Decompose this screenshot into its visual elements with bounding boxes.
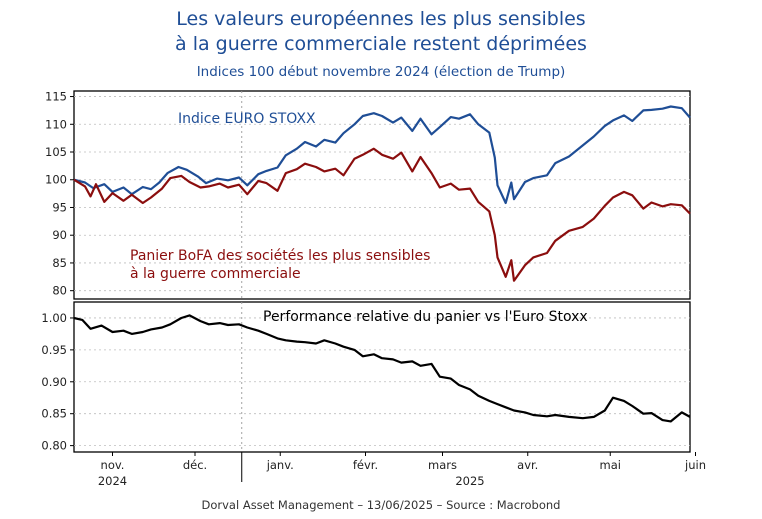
y-tick-label: 85 (52, 256, 67, 270)
y-tick-label: 90 (52, 228, 67, 242)
x-tick-label: janv. (266, 458, 294, 472)
bottom-panel: 0.80 0.85 0.90 0.95 1.00 Performance relative… (41, 301, 691, 453)
y-tick-label: 80 (52, 284, 67, 298)
x-axis: nov. déc. janv. févr. mars avr. mai juin 2024 202… (98, 452, 706, 488)
y-tick-label: 1.00 (41, 311, 67, 325)
x-tick-label: nov. (101, 458, 125, 472)
year-label: 2025 (455, 474, 484, 488)
y-tick-label: 115 (45, 90, 67, 104)
y-tick-label: 105 (45, 145, 67, 159)
source-footer: Dorval Asset Management – 13/06/2025 – S… (201, 498, 561, 512)
chart-title-line1: Les valeurs européennes les plus sensibl… (176, 8, 586, 30)
y-tick-label: 110 (45, 117, 67, 131)
y-tick-label: 100 (45, 173, 67, 187)
panel-frame (73, 301, 691, 453)
series-annotation: Indice EURO STOXX (178, 111, 316, 127)
x-tick-label: mai (600, 458, 621, 472)
series-line-euro-stoxx (73, 105, 691, 205)
year-label: 2024 (98, 474, 127, 488)
series-annotation: Performance relative du panier vs l'Euro… (263, 309, 588, 325)
x-tick-label: mars (428, 458, 457, 472)
y-tick-label: 0.95 (41, 343, 67, 357)
top-panel: 80 85 90 95 100 105 110 115 Indice EURO STOXX Pan… (45, 90, 691, 300)
series-annotation: Panier BoFA des sociétés les plus sensib… (130, 248, 430, 264)
y-tick-label: 0.85 (41, 407, 67, 421)
chart-subtitle: Indices 100 début novembre 2024 (électio… (196, 64, 566, 80)
y-tick-label: 0.90 (41, 375, 67, 389)
x-tick-label: févr. (353, 458, 378, 472)
panel-frame (73, 90, 691, 300)
series-annotation: à la guerre commerciale (130, 266, 301, 282)
x-tick-label: juin (684, 458, 706, 472)
series-line-relative-performance (73, 314, 691, 423)
y-tick-label: 0.80 (41, 439, 67, 453)
x-tick-label: avr. (517, 458, 538, 472)
y-tick-label: 95 (52, 200, 67, 214)
chart-title-line2: à la guerre commerciale restent déprimée… (175, 33, 587, 55)
series-line-bofa-basket (73, 147, 691, 282)
x-tick-label: déc. (183, 458, 207, 472)
